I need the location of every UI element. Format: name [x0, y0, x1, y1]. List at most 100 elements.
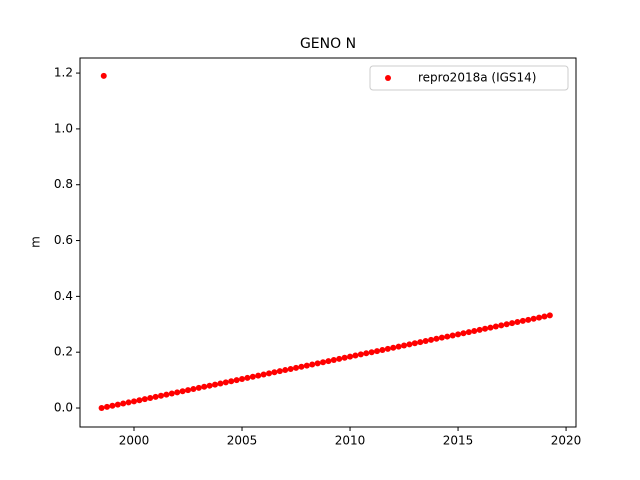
chart-title: GENO N	[300, 36, 356, 52]
data-point	[487, 324, 494, 331]
data-point	[201, 383, 208, 390]
data-point	[131, 398, 138, 405]
data-point	[341, 354, 348, 361]
data-point	[141, 396, 148, 403]
data-point	[460, 330, 467, 337]
data-point	[509, 320, 516, 327]
data-point	[309, 361, 316, 368]
data-point	[222, 379, 229, 386]
x-tick-label: 2005	[227, 434, 258, 448]
data-point	[249, 373, 256, 380]
data-point	[120, 400, 127, 407]
legend-box	[369, 65, 569, 91]
data-point	[244, 374, 251, 381]
data-point	[465, 329, 472, 336]
data-point	[449, 332, 456, 339]
data-point	[114, 401, 121, 408]
data-point	[492, 323, 499, 330]
data-point	[276, 368, 283, 375]
data-point	[195, 384, 202, 391]
data-point	[303, 362, 310, 369]
x-tick-label: 2015	[443, 434, 474, 448]
plot-area	[98, 72, 553, 412]
data-point	[379, 346, 386, 353]
data-point	[217, 380, 224, 387]
x-tick-label: 2010	[335, 434, 366, 448]
data-point	[357, 351, 364, 358]
data-point	[147, 394, 154, 401]
data-point	[314, 360, 321, 367]
data-point	[368, 349, 375, 356]
data-point	[471, 327, 478, 334]
data-point	[525, 316, 532, 323]
data-point	[287, 365, 294, 372]
data-point	[174, 389, 181, 396]
data-point	[125, 399, 132, 406]
y-tick-label: 0.6	[54, 233, 73, 247]
data-point	[163, 391, 170, 398]
data-point	[422, 338, 429, 345]
data-point	[282, 367, 289, 374]
data-point	[541, 313, 548, 320]
data-point	[239, 375, 246, 382]
data-point	[390, 344, 397, 351]
data-point	[228, 378, 235, 385]
data-point	[455, 331, 462, 338]
data-point	[233, 377, 240, 384]
data-point	[384, 345, 391, 352]
data-point	[206, 382, 213, 389]
data-point	[433, 335, 440, 342]
data-point	[100, 72, 107, 79]
data-point	[395, 343, 402, 350]
data-point	[363, 350, 370, 357]
y-tick-label: 0.8	[54, 177, 73, 191]
data-point	[476, 326, 483, 333]
data-point	[352, 352, 359, 359]
data-point	[260, 371, 267, 378]
axes-frame	[79, 57, 577, 428]
data-point	[347, 353, 354, 360]
y-tick-label: 1.0	[54, 121, 73, 135]
data-point	[536, 314, 543, 321]
data-point	[179, 388, 186, 395]
data-point	[212, 381, 219, 388]
x-tick-label: 2000	[119, 434, 150, 448]
data-point	[168, 390, 175, 397]
data-point	[293, 364, 300, 371]
data-point	[271, 369, 278, 376]
data-point	[185, 387, 192, 394]
data-point	[438, 334, 445, 341]
data-point	[503, 321, 510, 328]
data-point	[428, 336, 435, 343]
data-point	[411, 340, 418, 347]
data-point	[158, 392, 165, 399]
data-point	[98, 405, 105, 412]
data-point	[444, 333, 451, 340]
data-point	[406, 341, 413, 348]
data-point	[336, 355, 343, 362]
data-point	[152, 393, 159, 400]
x-tick-label: 2020	[551, 434, 582, 448]
data-point	[320, 359, 327, 366]
data-point	[514, 319, 521, 326]
data-point	[109, 402, 116, 409]
y-tick-label: 0.2	[54, 345, 73, 359]
data-point	[298, 363, 305, 370]
data-point	[374, 348, 381, 355]
data-point	[136, 397, 143, 404]
data-point	[255, 372, 262, 379]
data-point	[417, 339, 424, 346]
data-point	[498, 322, 505, 329]
data-point	[546, 312, 553, 319]
legend-label: repro2018a (IGS14)	[418, 71, 536, 85]
data-point	[482, 325, 489, 332]
data-point	[104, 403, 111, 410]
y-axis-label: m	[29, 236, 43, 248]
y-tick-label: 0.0	[54, 401, 73, 415]
data-point	[325, 358, 332, 365]
y-tick-label: 0.4	[54, 289, 73, 303]
data-point	[530, 315, 537, 322]
data-point	[330, 357, 337, 364]
data-point	[190, 386, 197, 393]
